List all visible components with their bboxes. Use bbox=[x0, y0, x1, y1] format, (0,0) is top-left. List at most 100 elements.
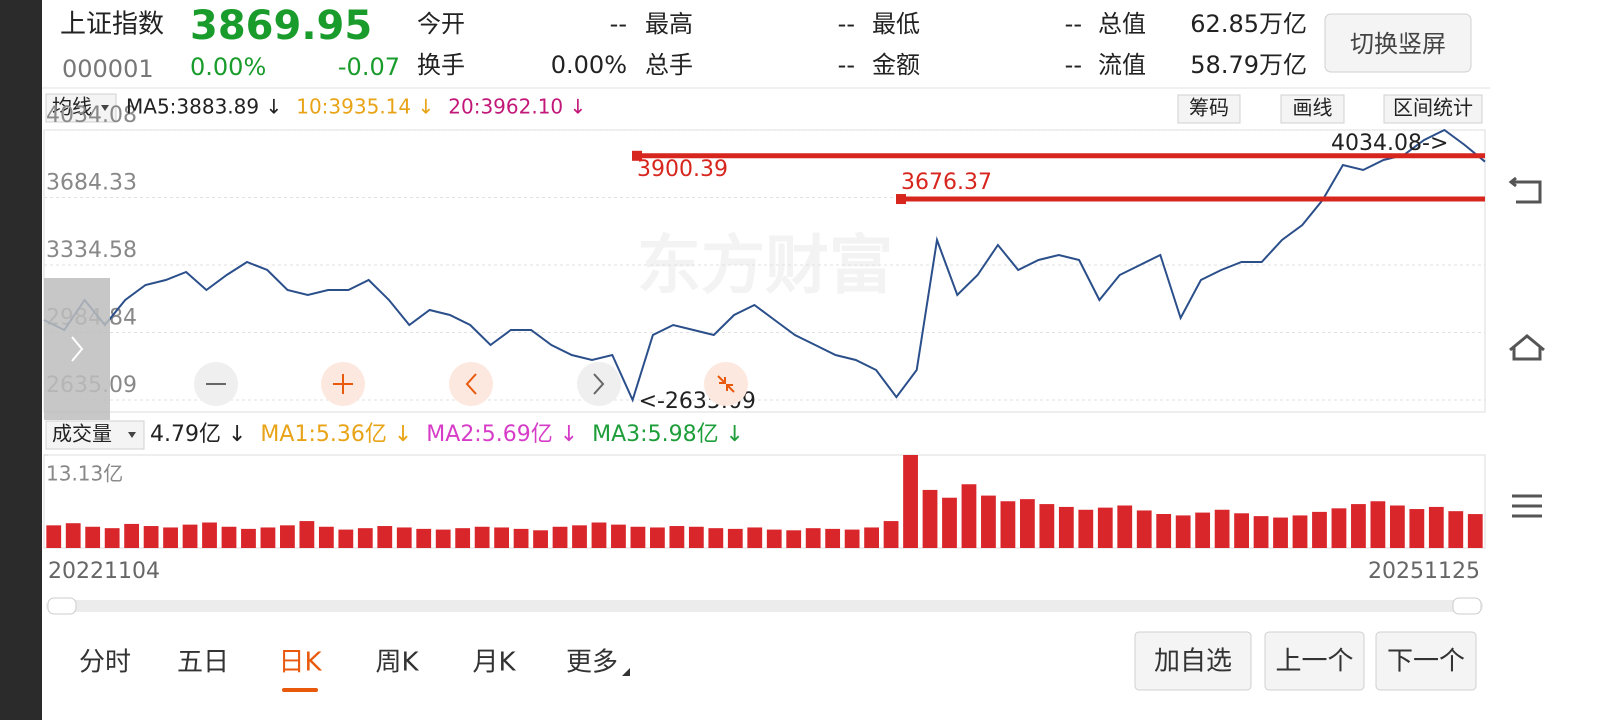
tool-button[interactable] bbox=[1177, 94, 1241, 124]
tool-button[interactable] bbox=[1280, 94, 1345, 124]
volume-bar bbox=[1331, 508, 1347, 548]
y-tick-label: 3334.58 bbox=[46, 238, 137, 263]
stat-value: 58.79万亿 bbox=[1190, 51, 1307, 79]
volume-bar bbox=[825, 528, 841, 548]
tab[interactable]: 周K bbox=[375, 648, 419, 678]
change: -0.07 bbox=[338, 53, 400, 81]
volume-bar bbox=[747, 527, 763, 548]
volume-bar bbox=[124, 523, 140, 548]
volume-bar bbox=[844, 529, 860, 548]
action-button[interactable] bbox=[1264, 631, 1365, 691]
reset-zoom[interactable] bbox=[704, 362, 748, 406]
volume-bar bbox=[1097, 507, 1113, 548]
volume-bar bbox=[1428, 506, 1444, 548]
tab[interactable]: 五日 bbox=[177, 648, 229, 678]
tab[interactable]: 分时 bbox=[79, 648, 131, 678]
stat-value: 62.85万亿 bbox=[1190, 10, 1307, 38]
tool-button[interactable] bbox=[1383, 94, 1483, 124]
y-tick-label: 4034.08 bbox=[46, 103, 137, 128]
tool-button-label[interactable]: 筹码 bbox=[1189, 96, 1229, 120]
volume-bar bbox=[1214, 509, 1230, 548]
action-button-label[interactable]: 下一个 bbox=[1387, 647, 1465, 677]
volume-bar bbox=[1467, 514, 1483, 548]
move-left[interactable] bbox=[449, 362, 493, 406]
volume-bar bbox=[864, 527, 880, 548]
price: 3869.95 bbox=[190, 3, 372, 49]
action-button[interactable] bbox=[1375, 631, 1477, 691]
volume-bar bbox=[1389, 505, 1405, 548]
volume-bar bbox=[338, 529, 354, 548]
back-icon[interactable] bbox=[1508, 176, 1542, 204]
volume-bar bbox=[474, 526, 490, 548]
tool-button-label[interactable]: 画线 bbox=[1293, 96, 1333, 120]
action-button-label[interactable]: 上一个 bbox=[1275, 647, 1353, 677]
volume-bar bbox=[1136, 510, 1152, 548]
indicator-value: 20:3962.10 ↓ bbox=[448, 95, 586, 119]
stat-label: 总手 bbox=[645, 51, 693, 79]
scroll-handle[interactable] bbox=[1452, 597, 1482, 615]
indicator-value: 4.79亿 ↓ bbox=[150, 422, 246, 447]
stat-label: 今开 bbox=[417, 10, 465, 38]
volume-bar bbox=[688, 526, 704, 548]
stat-value: -- bbox=[610, 10, 627, 38]
stat-value: -- bbox=[838, 10, 855, 38]
volume-bar bbox=[805, 528, 821, 548]
volume-bar bbox=[1019, 499, 1035, 548]
volume-bar bbox=[241, 528, 256, 548]
scrollbar[interactable] bbox=[46, 600, 1483, 612]
icon bbox=[333, 374, 353, 394]
volume-bar bbox=[202, 522, 217, 548]
tab[interactable]: 更多 bbox=[566, 648, 618, 678]
volume-bar bbox=[1351, 504, 1366, 548]
move-right[interactable] bbox=[577, 362, 621, 406]
volume-selector-label[interactable]: 成交量 bbox=[52, 422, 112, 446]
stat-label: 最高 bbox=[645, 10, 693, 38]
volume-bar bbox=[1195, 512, 1211, 548]
volume-bar bbox=[1117, 505, 1133, 548]
level-handle bbox=[632, 150, 642, 161]
action-button[interactable] bbox=[1134, 631, 1252, 691]
index-name: 上证指数 bbox=[60, 10, 164, 40]
ma-selector-label[interactable]: 均线 bbox=[52, 95, 92, 119]
stat-value: -- bbox=[1065, 10, 1082, 38]
menu-icon[interactable] bbox=[1512, 494, 1542, 518]
volume-bar bbox=[85, 526, 101, 548]
action-button-label[interactable]: 加自选 bbox=[1154, 647, 1232, 677]
volume-bar bbox=[1175, 515, 1191, 548]
stat-label: 换手 bbox=[417, 51, 465, 79]
volume-bar bbox=[280, 525, 295, 548]
tab[interactable]: 日K bbox=[278, 648, 322, 678]
volume-bar bbox=[377, 526, 393, 548]
volume-selector[interactable] bbox=[45, 420, 145, 450]
home-icon[interactable] bbox=[1509, 334, 1545, 361]
tab[interactable]: 月K bbox=[472, 648, 516, 678]
volume-bar bbox=[260, 527, 276, 548]
volume-bar bbox=[669, 526, 685, 548]
volume-bar bbox=[1409, 509, 1425, 548]
volume-bar bbox=[961, 484, 977, 548]
indicator-value: MA3:5.98亿 ↓ bbox=[592, 422, 744, 447]
tool-button-label[interactable]: 区间统计 bbox=[1393, 96, 1473, 120]
level-handle bbox=[896, 194, 906, 205]
prev-arrow-panel[interactable] bbox=[44, 278, 110, 420]
rotate-button-label[interactable]: 切换竖屏 bbox=[1350, 30, 1446, 58]
volume-bar bbox=[416, 528, 432, 548]
volume-bar bbox=[1370, 501, 1386, 548]
icon bbox=[593, 373, 605, 395]
volume-bar bbox=[533, 530, 548, 548]
rotate-button[interactable] bbox=[1324, 13, 1472, 73]
stat-value: -- bbox=[1065, 51, 1082, 79]
dropdown-arrow bbox=[101, 105, 109, 111]
scroll-handle[interactable] bbox=[47, 597, 77, 615]
volume-bar bbox=[572, 525, 587, 548]
indicator-value: MA5:3883.89 ↓ bbox=[126, 95, 282, 119]
volume-bar bbox=[65, 523, 81, 548]
volume-bar bbox=[221, 526, 237, 548]
prev-arrow[interactable] bbox=[71, 336, 84, 362]
volume-bar bbox=[513, 528, 529, 548]
y-tick-label: 3684.33 bbox=[46, 171, 137, 196]
indicator-value: MA1:5.36亿 ↓ bbox=[260, 422, 412, 447]
nav-icons bbox=[1508, 176, 1545, 518]
stat-value: 0.00% bbox=[551, 51, 627, 79]
